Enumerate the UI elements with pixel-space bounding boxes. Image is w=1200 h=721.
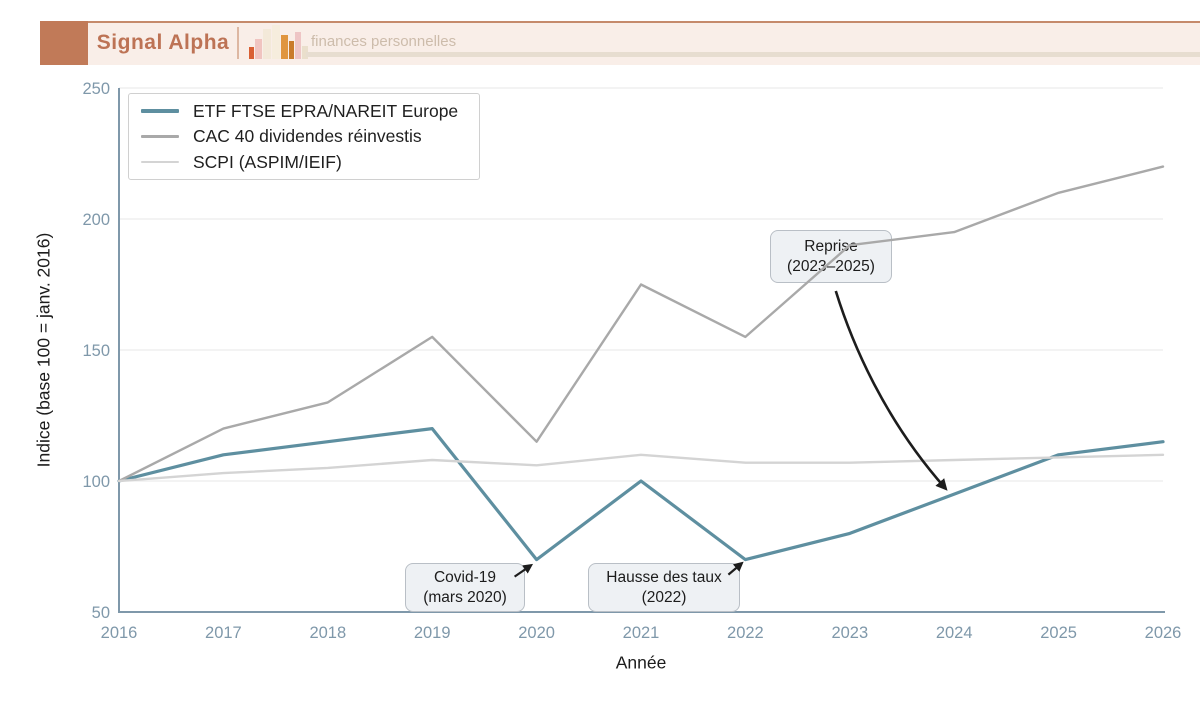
bar-chart-logo-icon (249, 25, 308, 59)
series-line-1 (117, 165, 1165, 483)
legend-label: ETF FTSE EPRA/NAREIT Europe (193, 100, 459, 121)
annotation-text: (mars 2020) (423, 588, 507, 606)
legend-item: SCPI (ASPIM/IEIF) (129, 152, 479, 173)
x-tick-label: 2018 (309, 624, 346, 642)
annotation-covid: Covid-19 (mars 2020) (405, 563, 525, 612)
y-tick-label: 200 (82, 211, 110, 229)
hausse-arrow (727, 561, 744, 576)
x-tick-label: 2025 (1040, 624, 1077, 642)
x-tick-label: 2021 (623, 624, 660, 642)
x-tick-label: 2023 (831, 624, 868, 642)
annotation-text: (2023–2025) (787, 257, 875, 275)
y-tick-labels: 50 100 150 200 250 (82, 80, 110, 622)
x-tick-labels: 2016 2017 2018 2019 2020 2021 2022 2023 2024 2025… (101, 624, 1182, 642)
x-tick-label: 2026 (1145, 624, 1182, 642)
x-tick-label: 2024 (936, 624, 973, 642)
x-tick-label: 2016 (101, 624, 138, 642)
legend-item: CAC 40 dividendes réinvestis (129, 126, 479, 147)
x-tick-label: 2020 (518, 624, 555, 642)
chart-legend: ETF FTSE EPRA/NAREIT Europe CAC 40 divid… (128, 93, 480, 180)
header-divider (237, 27, 239, 59)
legend-label: SCPI (ASPIM/IEIF) (193, 151, 342, 172)
annotation-reprise: Reprise (2023–2025) (770, 230, 892, 283)
header-band (40, 21, 1200, 65)
legend-label: CAC 40 dividendes réinvestis (193, 126, 422, 146)
x-tick-label: 2022 (727, 624, 764, 642)
x-tick-label: 2019 (414, 624, 451, 642)
axis-spines (118, 88, 1165, 613)
legend-item: ETF FTSE EPRA/NAREIT Europe (129, 101, 479, 122)
reprise-arrow (834, 290, 948, 491)
annotation-hausse-des-taux: Hausse des taux (2022) (588, 563, 740, 612)
series-lines (117, 165, 1165, 562)
annotation-text: Covid-19 (433, 568, 497, 586)
legend-swatch-cac40 (141, 135, 179, 138)
legend-swatch-scpi (141, 160, 179, 164)
brand-accent-square (40, 21, 88, 65)
header-tagline: finances personnelles (311, 33, 457, 50)
legend-swatch-etf (141, 109, 179, 113)
y-tick-label: 100 (82, 473, 110, 491)
header-underline (306, 52, 1200, 57)
y-tick-label: 250 (82, 80, 110, 98)
series-line-2 (117, 453, 1165, 483)
annotation-text: Hausse des taux (606, 568, 722, 586)
y-tick-label: 150 (82, 342, 110, 360)
brand-title: Signal Alpha (96, 31, 230, 54)
x-axis-title: Année (615, 652, 667, 673)
annotation-arrows (513, 290, 948, 578)
annotation-text: (2022) (641, 588, 687, 606)
x-tick-label: 2017 (205, 624, 242, 642)
y-tick-label: 50 (92, 604, 110, 622)
series-line-0 (117, 427, 1165, 562)
covid-arrow (513, 563, 534, 578)
